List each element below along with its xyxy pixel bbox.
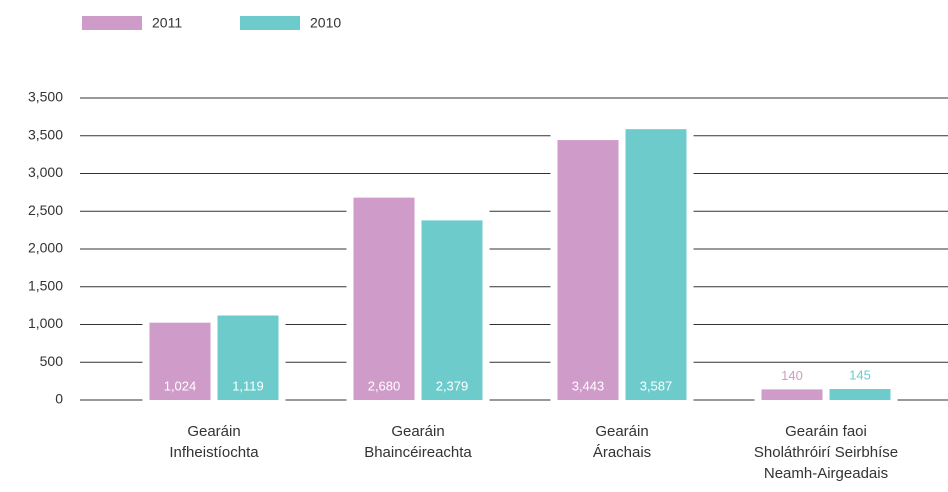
y-tick-label: 3,500	[28, 126, 63, 142]
y-tick-label: 2,000	[28, 240, 63, 256]
x-tick-label: Bhaincéireachta	[364, 444, 472, 461]
bar	[761, 389, 823, 400]
y-tick-label: 500	[40, 353, 64, 369]
bar	[353, 197, 415, 400]
legend-label: 2010	[310, 15, 341, 31]
x-tick-label: Gearáin	[595, 423, 648, 440]
value-label: 1,119	[232, 378, 264, 393]
y-tick-label: 1,500	[28, 277, 63, 293]
legend-swatch	[240, 16, 300, 30]
x-tick-label: Neamh-Airgeadais	[764, 465, 888, 482]
y-tick-label: 2,500	[28, 202, 63, 218]
x-tick-label: Gearáin	[187, 423, 240, 440]
value-label: 145	[849, 367, 871, 382]
x-tick-label: Árachais	[593, 444, 651, 461]
value-label: 140	[781, 368, 803, 383]
x-tick-label: Sholáthróirí Seirbhíse	[754, 444, 898, 461]
bar	[149, 322, 211, 400]
value-label: 2,680	[368, 378, 401, 393]
value-label: 2,379	[436, 378, 469, 393]
legend-label: 2011	[152, 15, 182, 31]
x-tick-label: Gearáin faoi	[785, 423, 867, 440]
bar	[829, 389, 891, 400]
bar	[557, 140, 619, 400]
bar	[625, 129, 687, 400]
bar	[421, 220, 483, 400]
y-tick-label: 3,000	[28, 164, 63, 180]
value-label: 3,587	[640, 378, 673, 393]
x-tick-label: Gearáin	[391, 423, 444, 440]
legend-swatch	[82, 16, 142, 30]
value-label: 1,024	[164, 378, 197, 393]
value-label: 3,443	[572, 378, 605, 393]
y-tick-label: 3,500	[28, 89, 63, 105]
bar	[217, 315, 279, 400]
x-tick-label: Infheistíochta	[169, 444, 259, 461]
y-tick-label: 0	[55, 391, 63, 407]
y-tick-label: 1,000	[28, 315, 63, 331]
